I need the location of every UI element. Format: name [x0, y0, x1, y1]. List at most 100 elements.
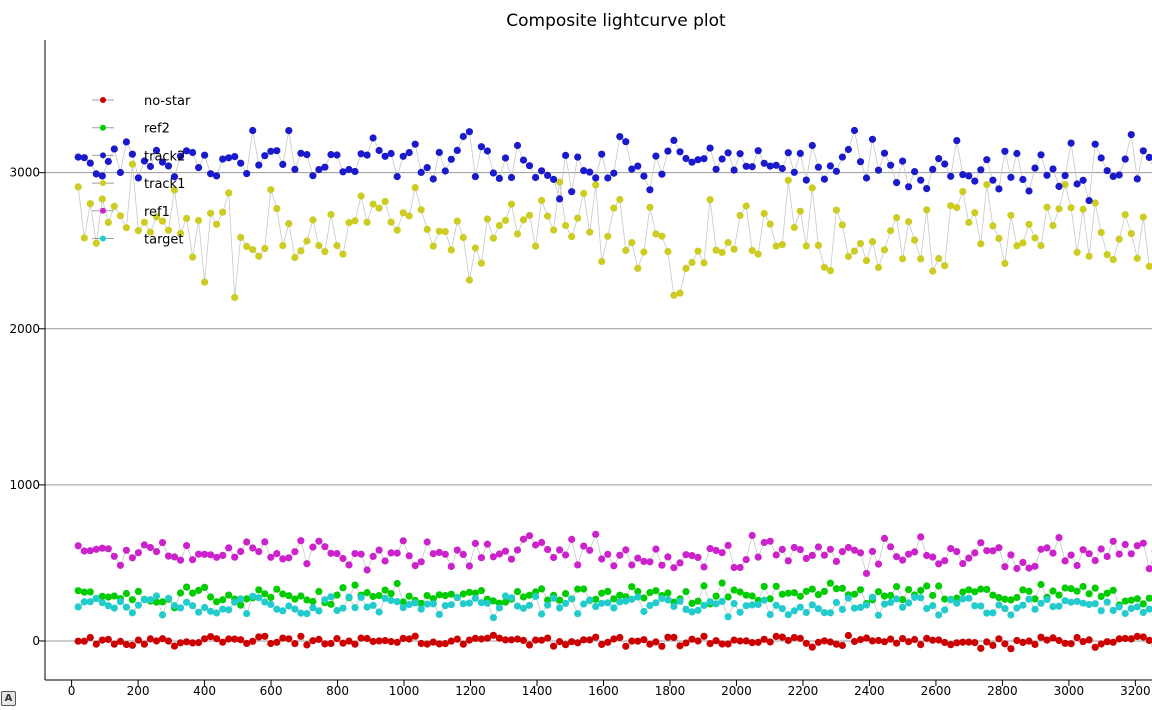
- point-no-star: [724, 640, 732, 648]
- point-ref2: [983, 585, 991, 594]
- x-tick-label: 400: [193, 684, 216, 698]
- point-ref1: [110, 552, 118, 560]
- point-no-star: [658, 642, 666, 650]
- point-track2: [646, 186, 654, 194]
- point-track1: [1031, 234, 1039, 242]
- point-ref2: [820, 587, 829, 596]
- point-target: [760, 596, 768, 604]
- point-track1: [116, 212, 124, 220]
- point-track1: [965, 218, 973, 227]
- point-track1: [1085, 252, 1093, 260]
- point-no-star: [213, 635, 221, 643]
- legend-marker-no-star: [100, 97, 106, 103]
- point-no-star: [718, 640, 726, 648]
- point-ref1: [826, 545, 835, 553]
- point-track1: [724, 238, 732, 247]
- point-no-star: [893, 639, 901, 647]
- point-ref1: [995, 544, 1003, 552]
- point-ref1: [495, 550, 503, 558]
- point-ref2: [375, 592, 383, 600]
- point-target: [459, 600, 467, 608]
- point-ref1: [357, 550, 365, 558]
- point-track1: [995, 234, 1003, 242]
- point-target: [905, 599, 913, 607]
- legend-marker-track1: [100, 180, 106, 187]
- point-track2: [1001, 147, 1009, 155]
- point-ref2: [935, 582, 943, 590]
- point-track1: [959, 188, 967, 196]
- point-track1: [760, 209, 768, 218]
- point-ref1: [929, 553, 937, 561]
- point-ref1: [339, 554, 347, 563]
- chart-title: Composite lightcurve plot: [506, 11, 726, 31]
- point-ref1: [369, 552, 377, 561]
- point-target: [1115, 603, 1123, 611]
- point-target: [1025, 595, 1033, 603]
- point-no-star: [507, 636, 516, 644]
- point-ref2: [351, 581, 359, 589]
- point-track1: [808, 184, 816, 192]
- point-ref1: [724, 541, 732, 550]
- point-target: [790, 607, 798, 615]
- point-ref2: [1097, 592, 1105, 601]
- point-ref1: [387, 549, 395, 557]
- point-ref2: [1049, 587, 1057, 595]
- point-ref1: [610, 562, 618, 570]
- point-ref2: [525, 591, 534, 599]
- point-no-star: [760, 635, 768, 643]
- point-ref1: [784, 557, 792, 565]
- point-ref1: [917, 533, 925, 541]
- point-target: [297, 609, 305, 617]
- point-no-star: [519, 636, 528, 645]
- point-ref1: [628, 561, 636, 569]
- point-target: [453, 593, 461, 602]
- point-ref1: [267, 553, 275, 561]
- point-ref1: [513, 546, 522, 554]
- point-ref2: [598, 589, 606, 597]
- point-track2: [489, 169, 497, 177]
- point-track2: [273, 147, 281, 155]
- point-track1: [730, 245, 738, 253]
- point-ref2: [1031, 595, 1039, 603]
- point-ref2: [122, 589, 130, 598]
- point-target: [748, 601, 756, 609]
- point-track1: [652, 230, 660, 238]
- point-no-star: [104, 635, 112, 644]
- point-track2: [550, 175, 558, 183]
- point-target: [92, 594, 100, 603]
- point-no-star: [832, 640, 841, 648]
- point-track1: [285, 220, 293, 228]
- point-track1: [682, 264, 690, 272]
- point-target: [1055, 602, 1063, 610]
- point-track1: [983, 181, 991, 189]
- point-no-star: [459, 640, 467, 648]
- point-track2: [790, 168, 798, 176]
- point-target: [712, 600, 720, 608]
- point-target: [965, 594, 973, 602]
- point-no-star: [676, 642, 684, 650]
- point-ref1: [808, 551, 816, 560]
- point-target: [586, 596, 594, 604]
- point-track1: [465, 276, 473, 284]
- point-target: [1097, 607, 1105, 615]
- point-track1: [273, 205, 281, 213]
- point-ref1: [441, 550, 449, 558]
- point-no-star: [74, 637, 82, 645]
- point-ref2: [459, 590, 467, 598]
- legend-marker-target: [100, 235, 106, 242]
- point-target: [249, 592, 257, 600]
- point-track2: [399, 152, 407, 160]
- point-track1: [345, 219, 353, 227]
- point-track2: [513, 141, 522, 150]
- point-target: [983, 609, 991, 617]
- point-no-star: [357, 634, 365, 642]
- point-ref1: [959, 560, 967, 568]
- point-no-star: [844, 631, 853, 640]
- point-ref1: [893, 553, 901, 561]
- point-ref2: [766, 595, 774, 603]
- point-ref2: [128, 596, 136, 604]
- point-ref1: [748, 531, 756, 540]
- point-no-star: [568, 638, 576, 646]
- point-no-star: [1133, 632, 1141, 641]
- point-ref2: [1091, 584, 1099, 592]
